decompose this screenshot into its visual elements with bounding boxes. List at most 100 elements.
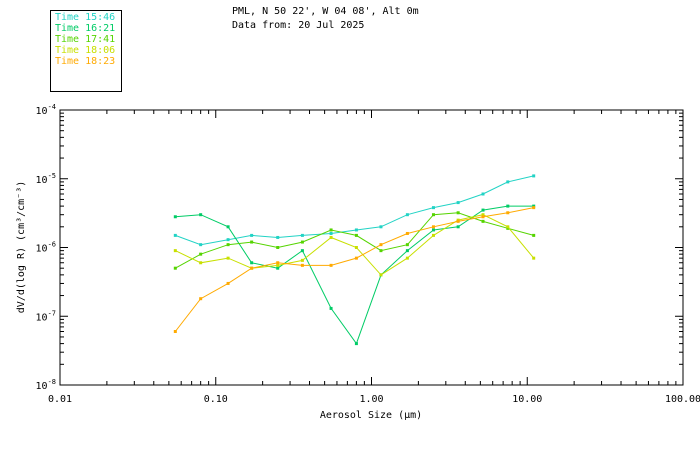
y-tick-exponent: -6 [48, 241, 56, 249]
data-point [481, 213, 485, 217]
series-group [173, 174, 536, 346]
x-tick-label: 10.00 [512, 394, 542, 405]
data-point [379, 249, 383, 253]
data-point [405, 213, 409, 217]
data-point [354, 342, 358, 346]
data-point [329, 263, 333, 267]
data-point [405, 256, 409, 260]
data-point [250, 240, 254, 244]
data-point [199, 297, 203, 301]
x-tick-label: 100.00 [665, 394, 700, 405]
chart-title: PML, N 50 22', W 04 08', Alt 0m [232, 6, 419, 17]
data-point [456, 225, 460, 229]
y-axis-label: dV/d(log R) (cm³/cm⁻³) [16, 181, 27, 313]
data-point [276, 246, 280, 249]
data-point [405, 243, 409, 247]
x-tick-label: 0.10 [204, 394, 228, 405]
data-point [250, 233, 254, 237]
data-point [226, 225, 230, 229]
data-point [173, 249, 177, 253]
y-tick-mantissa: 10 [36, 312, 48, 323]
data-point [431, 213, 435, 217]
data-point [506, 211, 510, 215]
y-tick-mantissa: 10 [36, 381, 48, 392]
data-point [199, 213, 203, 217]
y-tick-mantissa: 10 [36, 175, 48, 186]
legend-entry: Time 18:06 [55, 45, 116, 56]
data-point [354, 246, 358, 249]
data-point [506, 180, 510, 184]
data-point [276, 235, 280, 239]
data-point [532, 204, 536, 208]
legend-entry: Time 16:21 [55, 23, 116, 34]
y-tick-exponent: -8 [48, 378, 56, 386]
data-point [276, 261, 280, 265]
data-point [329, 306, 333, 310]
data-point [481, 219, 485, 223]
data-point [199, 243, 203, 247]
data-point [329, 231, 333, 235]
data-point [226, 243, 230, 247]
x-tick-label: 0.01 [48, 394, 72, 405]
data-point [456, 211, 460, 215]
data-point [405, 231, 409, 235]
data-point [329, 235, 333, 239]
data-point [173, 266, 177, 270]
y-tick-mantissa: 10 [36, 106, 48, 117]
data-point [300, 258, 304, 262]
y-tick-exponent: -4 [48, 103, 56, 111]
data-point [379, 273, 383, 277]
y-tick-exponent: -7 [48, 309, 56, 317]
data-point [276, 266, 280, 270]
data-point [532, 174, 536, 178]
y-tick-label: 10-5 [36, 172, 56, 186]
data-point [173, 215, 177, 219]
data-point [173, 330, 177, 334]
data-point [506, 204, 510, 208]
x-tick-label: 1.00 [359, 394, 383, 405]
data-point [300, 233, 304, 237]
data-point [481, 192, 485, 196]
data-point [354, 256, 358, 260]
data-point [250, 266, 254, 270]
axes: 0.01 0.10 1.00 10.00 100.0010-810-710-610-51… [36, 103, 700, 405]
data-point [456, 219, 460, 223]
data-point [506, 225, 510, 229]
legend-entry: Time 17:41 [55, 34, 116, 45]
x-axis-label: Aerosol Size (µm) [320, 410, 422, 421]
data-point [532, 206, 536, 210]
data-point [532, 233, 536, 237]
series-line-1 [175, 175, 534, 246]
data-point [300, 263, 304, 267]
y-tick-label: 10-6 [36, 241, 56, 255]
data-point [354, 233, 358, 237]
data-point [226, 256, 230, 260]
chart-subtitle: Data from: 20 Jul 2025 [232, 20, 365, 31]
y-tick-label: 10-4 [36, 103, 56, 117]
data-point [329, 228, 333, 232]
data-point [226, 281, 230, 285]
data-point [199, 261, 203, 265]
plot-area [59, 109, 684, 386]
data-point [173, 233, 177, 237]
y-tick-label: 10-7 [36, 309, 56, 323]
data-point [431, 228, 435, 232]
data-point [379, 243, 383, 247]
data-point [532, 256, 536, 260]
data-point [354, 228, 358, 232]
data-point [199, 252, 203, 256]
y-tick-label: 10-8 [36, 378, 56, 392]
data-point [431, 225, 435, 229]
data-point [300, 240, 304, 244]
legend-entry: Time 15:46 [55, 12, 116, 23]
data-point [431, 233, 435, 237]
data-point [405, 249, 409, 253]
legend-entry: Time 18:23 [55, 56, 116, 67]
data-point [276, 263, 280, 267]
data-point [506, 226, 510, 230]
data-point [250, 261, 254, 265]
data-point [481, 215, 485, 219]
y-tick-mantissa: 10 [36, 244, 48, 255]
data-point [431, 206, 435, 210]
